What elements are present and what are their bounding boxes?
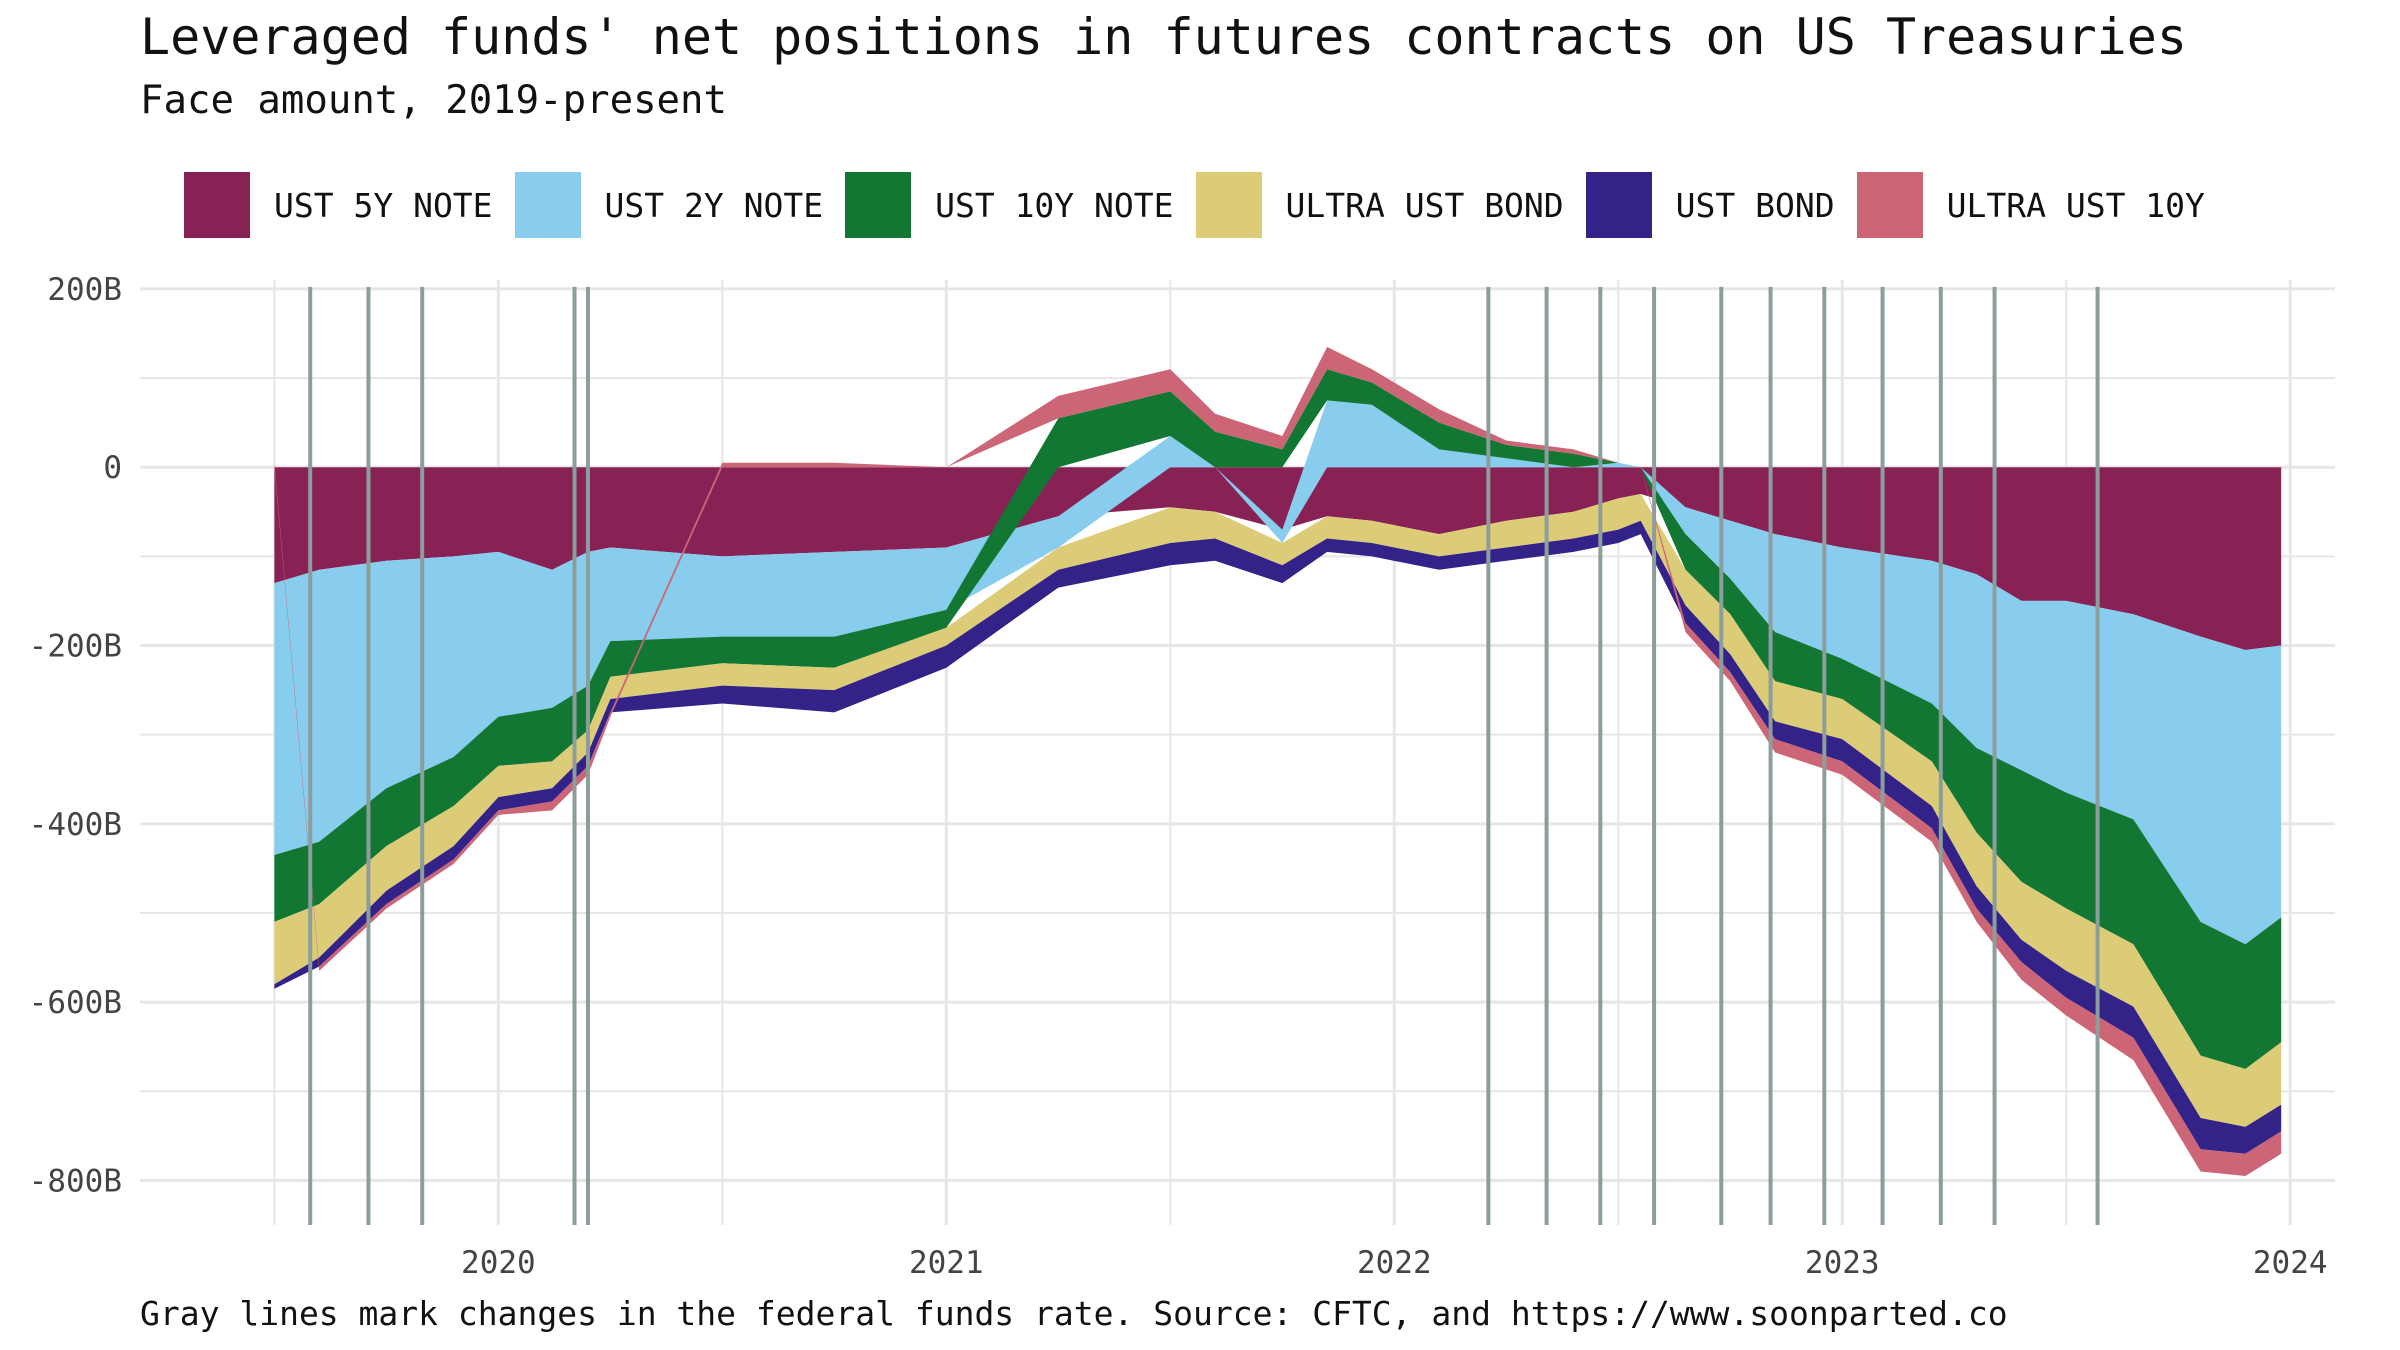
legend-label: ULTRA UST BOND — [1285, 185, 1564, 225]
x-tick-label: 2020 — [461, 1245, 536, 1281]
legend-label: UST 10Y NOTE — [935, 185, 1174, 225]
y-tick-label: -800B — [29, 1163, 122, 1199]
legend-swatch — [1856, 172, 1923, 238]
chart-subtitle: Face amount, 2019-present — [140, 78, 727, 123]
legend-swatch — [514, 172, 581, 238]
y-tick-label: -200B — [29, 629, 122, 665]
legend-item-ultra-ust-10y: ULTRA UST 10Y — [1856, 172, 2205, 238]
chart-caption: Gray lines mark changes in the federal f… — [140, 1294, 2008, 1333]
y-tick-label: 0 — [103, 450, 122, 486]
legend-swatch — [1195, 172, 1262, 238]
legend-item-ultra-ust-bond: ULTRA UST BOND — [1195, 172, 1564, 238]
legend-label: ULTRA UST 10Y — [1946, 185, 2205, 225]
y-tick-label: -600B — [29, 985, 122, 1021]
legend-swatch — [1585, 172, 1652, 238]
legend-item-ust-2y-note: UST 2Y NOTE — [514, 172, 824, 238]
legend-label: UST BOND — [1675, 185, 1835, 225]
x-tick-label: 2023 — [1805, 1245, 1880, 1281]
y-tick-label: 200B — [47, 272, 122, 308]
legend-swatch — [184, 172, 250, 238]
x-tick-label: 2021 — [909, 1245, 984, 1281]
areas — [274, 346, 2282, 1176]
legend-item-ust-10y-note: UST 10Y NOTE — [845, 172, 1174, 238]
area-series-ust-5y-note — [274, 467, 2282, 650]
x-tick-label: 2022 — [1357, 1245, 1432, 1281]
y-tick-label: -400B — [29, 807, 122, 843]
legend-swatch — [845, 172, 912, 238]
legend: UST 5Y NOTE UST 2Y NOTE UST 10Y NOTE ULT… — [184, 172, 2227, 238]
area-series-ust-10y-note — [274, 369, 2282, 1069]
chart-title: Leveraged funds' net positions in future… — [140, 8, 2187, 66]
area-series-ust-2y-note — [274, 400, 2282, 945]
legend-label: UST 5Y NOTE — [274, 185, 493, 225]
legend-label: UST 2Y NOTE — [604, 185, 824, 225]
axes: 200B 0 -200B -400B -600B -800B 2020 2021 2022 202… — [29, 272, 2328, 1281]
legend-item-ust-5y-note: UST 5Y NOTE — [184, 172, 493, 238]
legend-item-ust-bond: UST BOND — [1585, 172, 1835, 238]
x-tick-label: 2024 — [2253, 1245, 2328, 1281]
rate-change-lines — [308, 286, 2100, 1225]
